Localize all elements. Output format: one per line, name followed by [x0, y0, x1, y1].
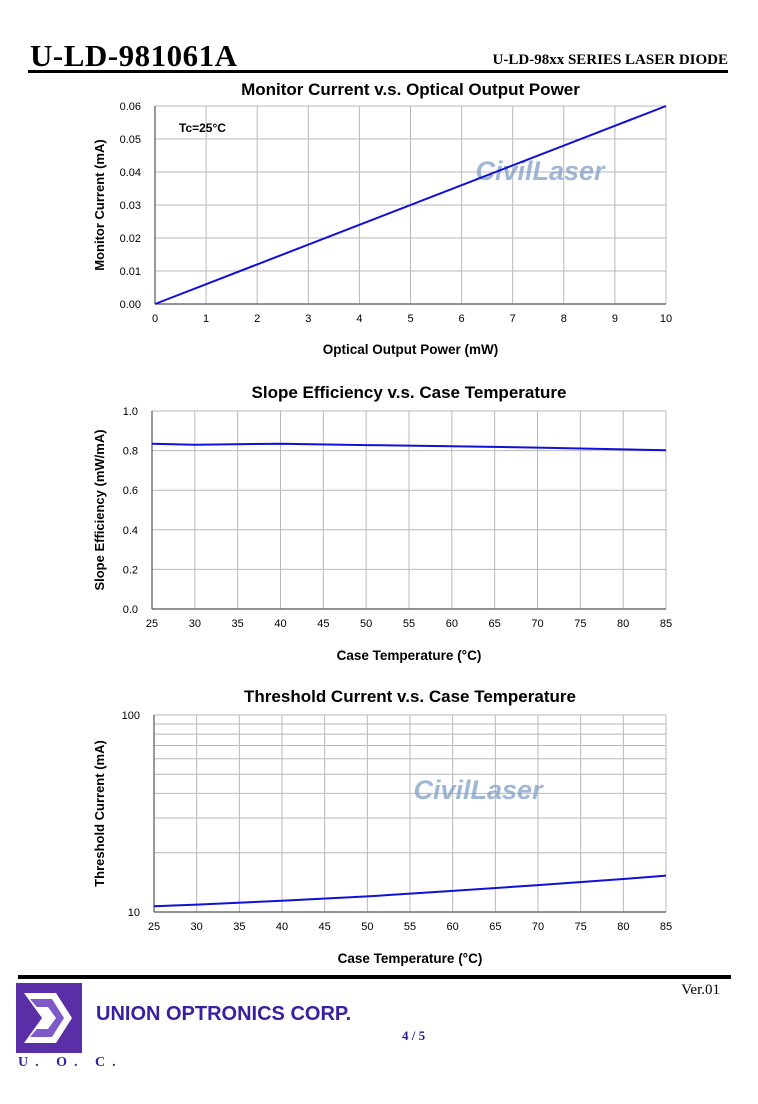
y-tick-label: 0.0	[123, 604, 138, 616]
chart-threshold-svg: Threshold Current v.s. Case Temperature 2…	[92, 687, 672, 966]
y-axis-label: Slope Efficiency (mW/mA)	[92, 429, 107, 590]
x-tick-label: 35	[233, 921, 245, 933]
chart-title: Monitor Current v.s. Optical Output Powe…	[241, 80, 580, 99]
x-tick-label: 45	[317, 618, 329, 630]
x-tick-label: 70	[531, 618, 543, 630]
chart-title: Slope Efficiency v.s. Case Temperature	[252, 383, 567, 402]
y-tick-label: 0.06	[120, 101, 141, 113]
y-tick-label: 0.6	[123, 485, 138, 497]
x-tick-label: 8	[561, 313, 567, 325]
company-name: UNION OPTRONICS CORP.	[96, 1003, 352, 1025]
chart-slope-svg: Slope Efficiency v.s. Case Temperature 25…	[92, 383, 672, 663]
x-tick-label: 1	[203, 313, 209, 325]
x-tick-label: 7	[510, 313, 516, 325]
chart-monitor-svg: Monitor Current v.s. Optical Output Powe…	[92, 80, 672, 357]
y-tick-label: 0.8	[123, 446, 138, 458]
x-tick-label: 5	[407, 313, 413, 325]
x-tick-label: 75	[575, 921, 587, 933]
y-tick-label: 0.00	[120, 299, 141, 311]
chart-annotation: Tc=25°C	[179, 121, 226, 135]
x-tick-label: 25	[148, 921, 160, 933]
x-tick-label: 30	[191, 921, 203, 933]
x-tick-label: 35	[232, 618, 244, 630]
version-label: Ver.01	[681, 982, 720, 998]
y-tick-label: 0.03	[120, 200, 141, 212]
footer-rule	[18, 975, 731, 979]
series-line	[153, 874, 667, 908]
x-tick-label: 0	[152, 313, 158, 325]
x-tick-label: 65	[489, 921, 501, 933]
part-number: U-LD-981061A	[30, 38, 238, 73]
x-tick-label: 55	[403, 618, 415, 630]
y-tick-label: 0.04	[120, 167, 141, 179]
x-tick-label: 6	[459, 313, 465, 325]
x-tick-label: 70	[532, 921, 544, 933]
y-tick-label: 0.4	[123, 525, 138, 537]
x-axis-label: Case Temperature (°C)	[337, 648, 482, 663]
x-tick-label: 40	[276, 921, 288, 933]
x-tick-label: 40	[274, 618, 286, 630]
x-axis-label: Optical Output Power (mW)	[323, 342, 499, 357]
x-axis-label: Case Temperature (°C)	[338, 951, 483, 966]
x-tick-label: 9	[612, 313, 618, 325]
x-tick-label: 85	[660, 618, 672, 630]
x-tick-label: 25	[146, 618, 158, 630]
x-tick-label: 50	[361, 921, 373, 933]
x-tick-label: 55	[404, 921, 416, 933]
x-tick-label: 10	[660, 313, 672, 325]
uoc-logo-icon	[16, 983, 82, 1053]
chart-title: Threshold Current v.s. Case Temperature	[244, 687, 576, 706]
y-tick-label: 100	[122, 710, 140, 722]
x-tick-label: 65	[489, 618, 501, 630]
series-line	[151, 442, 667, 452]
x-tick-label: 85	[660, 921, 672, 933]
y-axis-label: Threshold Current (mA)	[92, 740, 107, 887]
y-tick-label: 0.2	[123, 564, 138, 576]
chart-threshold-current: Threshold Current v.s. Case Temperature 2…	[0, 682, 758, 974]
watermark-logo: CivilLaser	[475, 156, 606, 186]
y-tick-label: 1.0	[123, 406, 138, 418]
logo-text: U. O. C.	[18, 1055, 123, 1070]
x-tick-label: 60	[446, 618, 458, 630]
series-line	[154, 105, 667, 305]
y-tick-label: 10	[128, 907, 140, 919]
x-tick-label: 60	[447, 921, 459, 933]
x-tick-label: 3	[305, 313, 311, 325]
x-tick-label: 30	[189, 618, 201, 630]
watermark-logo: CivilLaser	[413, 775, 544, 805]
y-tick-label: 0.02	[120, 233, 141, 245]
y-tick-label: 0.05	[120, 134, 141, 146]
x-tick-label: 4	[356, 313, 362, 325]
x-tick-label: 45	[319, 921, 331, 933]
page-number: 4 / 5	[402, 1028, 426, 1043]
chart-slope-efficiency: Slope Efficiency v.s. Case Temperature 25…	[0, 378, 758, 670]
x-tick-label: 50	[360, 618, 372, 630]
chart-monitor-current: Monitor Current v.s. Optical Output Powe…	[0, 75, 758, 365]
x-tick-label: 75	[574, 618, 586, 630]
y-axis-label: Monitor Current (mA)	[92, 139, 107, 270]
x-tick-label: 80	[617, 618, 629, 630]
y-tick-label: 0.01	[120, 266, 141, 278]
header-rule	[28, 70, 728, 73]
x-tick-label: 2	[254, 313, 260, 325]
x-tick-label: 80	[617, 921, 629, 933]
series-title: U-LD-98xx SERIES LASER DIODE	[492, 52, 728, 68]
